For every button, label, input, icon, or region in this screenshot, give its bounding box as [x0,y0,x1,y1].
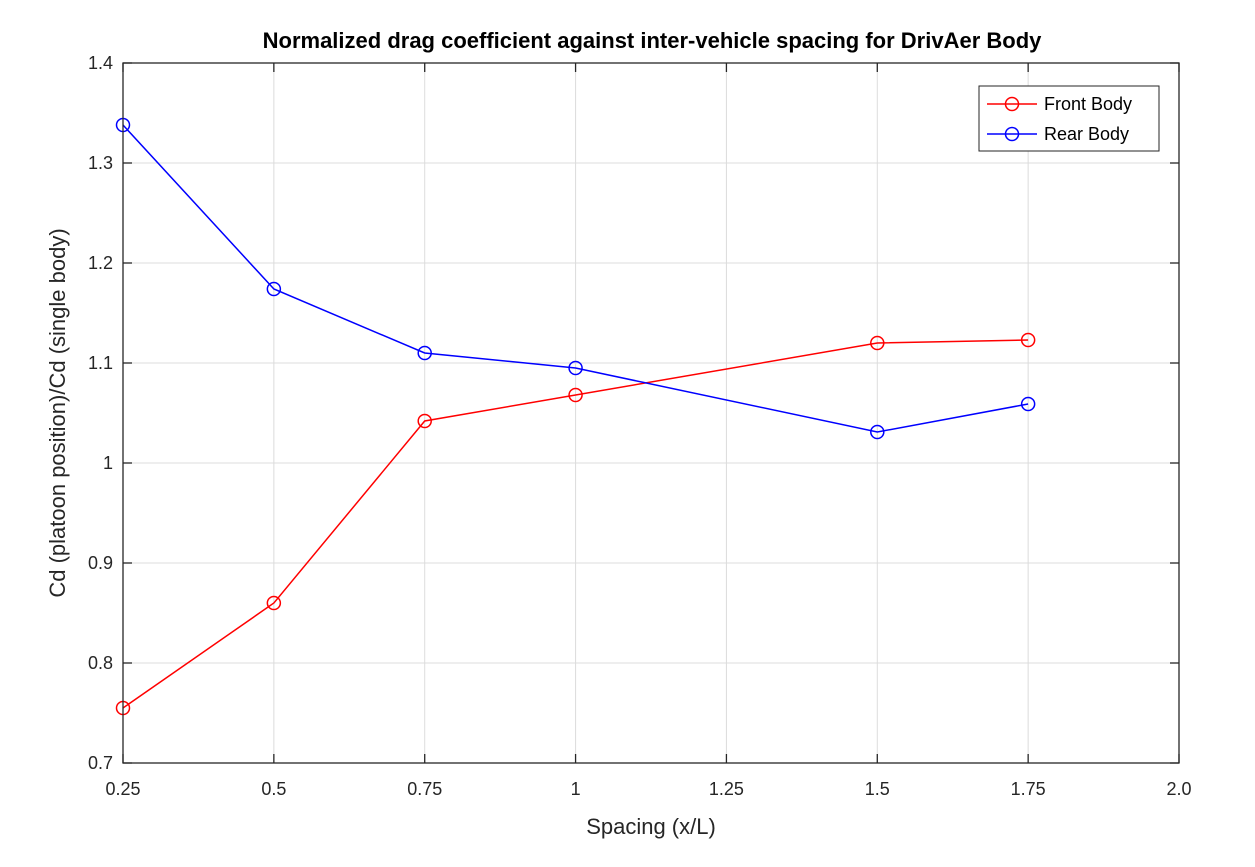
data-point-rear-body [870,424,885,440]
series-line-rear-body [122,124,1029,433]
grid [123,63,1179,763]
legend-item-front-body: Front Body [987,94,1132,114]
series-line-front-body [122,339,1029,709]
legend-label: Front Body [1044,94,1132,114]
ticks: 0.25 0.5 0.75 1 1.25 1.5 1.75 2.0 0.7 0.8 0.9 1 1.1 1… [88,53,1192,799]
series-front-body [115,332,1036,716]
legend-label: Rear Body [1044,124,1129,144]
y-tick-label: 1.3 [88,153,113,173]
data-point-rear-body [266,281,282,297]
data-point-rear-body [568,360,583,376]
x-tick-label: 1.5 [865,779,890,799]
y-tick-label: 1 [103,453,113,473]
y-axis-label: Cd (platoon position)/Cd (single body) [45,228,70,597]
data-point-front-body [266,595,282,611]
data-point-front-body [568,387,583,403]
data-point-front-body [870,335,885,351]
series-layer [115,117,1036,716]
x-tick-label: 0.5 [261,779,286,799]
data-point-front-body [1020,332,1036,348]
data-point-rear-body [417,345,432,361]
x-axis-label: Spacing (x/L) [586,814,716,839]
legend-swatch-marker [1004,96,1020,112]
y-tick-label: 1.4 [88,53,113,73]
legend: Front Body Rear Body [978,85,1160,152]
legend-items: Front Body Rear Body [987,94,1132,144]
y-tick-label: 0.9 [88,553,113,573]
legend-item-rear-body: Rear Body [987,124,1129,144]
data-point-front-body [417,413,432,429]
y-tick-label: 1.2 [88,253,113,273]
y-tick-label: 0.8 [88,653,113,673]
x-tick-label: 2.0 [1166,779,1191,799]
x-tick-label: 0.25 [105,779,140,799]
legend-swatch-marker [1004,126,1020,142]
x-tick-label: 1 [571,779,581,799]
x-tick-label: 1.25 [709,779,744,799]
chart-title: Normalized drag coefficient against inte… [263,28,1043,53]
y-tick-label: 1.1 [88,353,113,373]
plot-area-border [122,62,1180,764]
data-point-rear-body [1020,396,1036,412]
x-tick-label: 0.75 [407,779,442,799]
x-tick-label: 1.75 [1011,779,1046,799]
y-tick-label: 0.7 [88,753,113,773]
